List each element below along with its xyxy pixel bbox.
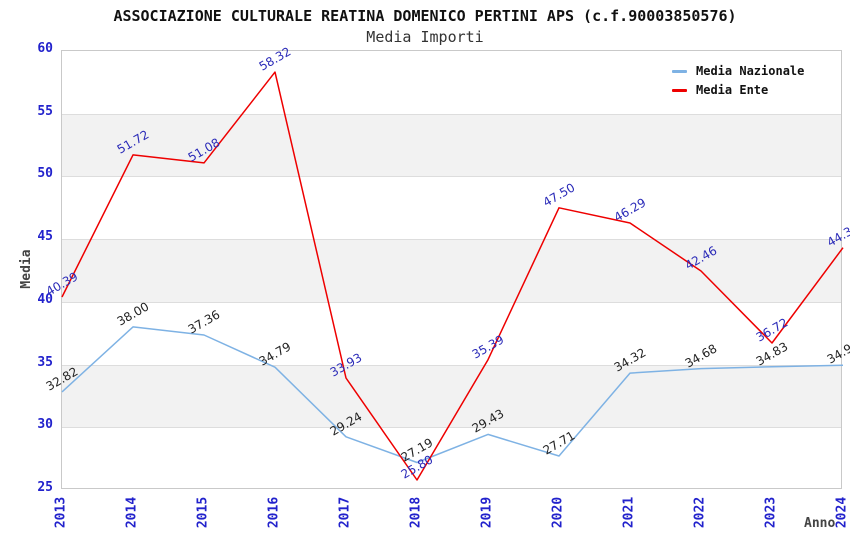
legend-item-media-ente: Media Ente: [672, 83, 804, 97]
gray-band: [62, 239, 841, 302]
x-tick-label: 2023: [763, 496, 779, 529]
gridline: [62, 239, 841, 241]
gray-band: [62, 364, 841, 428]
x-tick-label: 2024: [834, 496, 850, 529]
legend-item-media-nazionale: Media Nazionale: [672, 64, 804, 78]
x-tick-label: 2022: [692, 496, 708, 529]
legend-line-sample: [672, 69, 687, 73]
gray-band: [62, 113, 841, 177]
x-tick-label: 2016: [266, 496, 282, 529]
legend-line-sample: [672, 88, 687, 92]
series-line-media-nazionale: [61, 326, 844, 464]
y-tick-label: 55: [37, 103, 53, 119]
x-tick-label: 2015: [195, 496, 211, 529]
x-tick-label: 2021: [621, 496, 637, 529]
x-tick-label: 2017: [337, 496, 353, 529]
y-axis-title: Media: [19, 249, 34, 289]
x-tick-label: 2014: [124, 496, 140, 529]
legend-label: Media Ente: [696, 83, 769, 97]
plot-area: 32.82 38.00 37.36 34.79 29.24 27.19 29.43 27.71…: [44, 44, 850, 489]
x-tick-label: 2013: [53, 496, 69, 529]
y-tick-label: 45: [37, 229, 53, 245]
gridline: [62, 176, 841, 178]
legend-label: Media Nazionale: [696, 64, 805, 78]
chart-title: ASSOCIAZIONE CULTURALE REATINA DOMENICO …: [113, 7, 737, 25]
x-tick-label: 2018: [408, 496, 424, 529]
line-series-canvas: [61, 71, 844, 481]
gridline: [62, 364, 841, 366]
y-tick-label: 40: [37, 291, 53, 307]
gridline: [62, 427, 841, 429]
gridline: [62, 113, 841, 115]
y-tick-label: 25: [37, 480, 53, 495]
y-tick-label: 60: [37, 41, 53, 56]
y-tick-label: 30: [37, 417, 53, 433]
y-tick-label: 35: [37, 354, 53, 370]
gridline: [62, 301, 841, 303]
x-axis-title: Anno: [804, 516, 836, 531]
x-tick-label: 2020: [550, 496, 566, 529]
x-tick-label: 2019: [479, 496, 495, 529]
y-tick-label: 50: [37, 166, 53, 182]
series-line-media-ente: [61, 71, 844, 481]
chart-subtitle: Media Importi: [366, 28, 484, 46]
legend: Media Nazionale Media Ente: [672, 64, 804, 97]
